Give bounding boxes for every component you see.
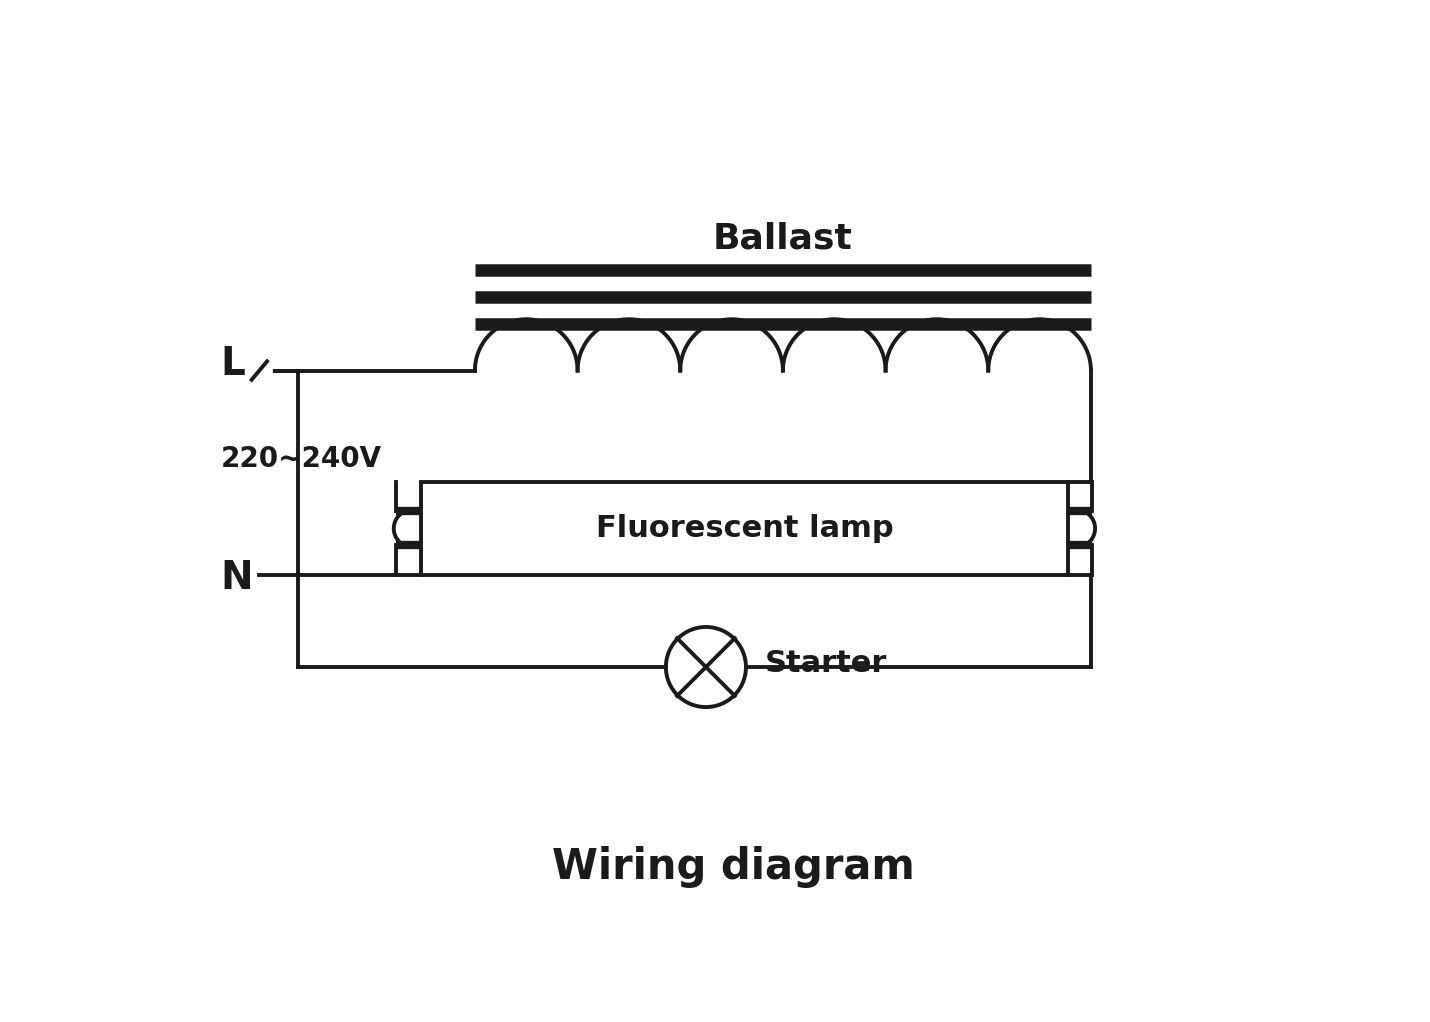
Text: 220~240V: 220~240V xyxy=(220,446,382,473)
Text: Starter: Starter xyxy=(765,649,888,678)
Text: Wiring diagram: Wiring diagram xyxy=(552,846,914,888)
Text: Fluorescent lamp: Fluorescent lamp xyxy=(596,514,894,543)
Text: Ballast: Ballast xyxy=(714,221,852,256)
Bar xyxy=(420,482,1068,574)
Text: L: L xyxy=(220,345,246,383)
Text: N: N xyxy=(220,559,253,598)
